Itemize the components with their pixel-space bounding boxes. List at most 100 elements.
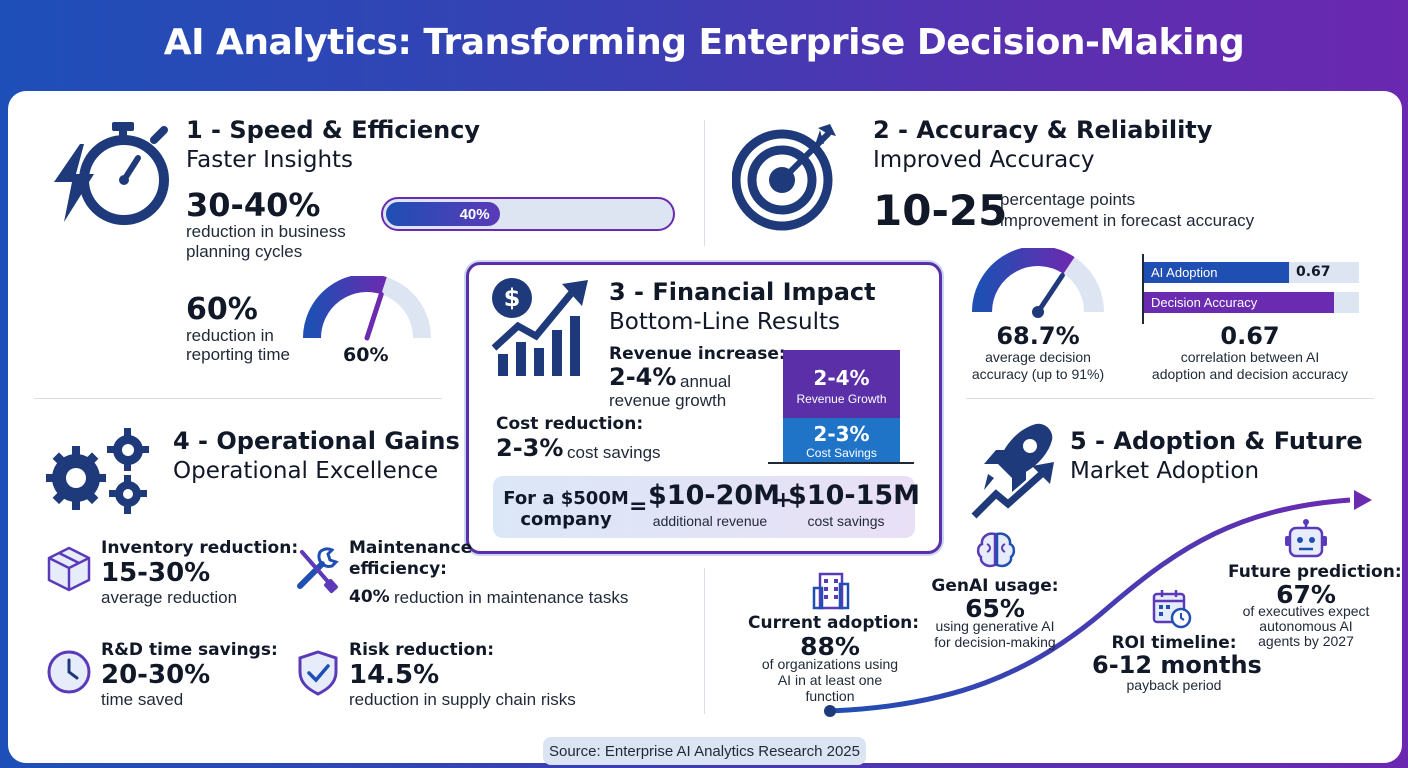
progress-bar: 40% [381, 197, 675, 231]
stat-reporting-desc-2: reporting time [186, 345, 290, 364]
current-adoption-desc-3: function [805, 688, 855, 704]
current-adoption-desc-1: of organizations using [761, 656, 899, 672]
section-5-title: 5 - Adoption & Future [1070, 427, 1363, 455]
stat-decision-desc-1: average decision [985, 349, 1091, 365]
equation-box [493, 476, 915, 538]
svg-text:$: $ [504, 284, 521, 312]
current-adoption-label: Current adoption: [748, 613, 920, 633]
genai-desc-2: for decision-making [934, 634, 1056, 650]
gears-icon [46, 428, 149, 514]
source-note: Source: Enterprise AI Analytics Research… [543, 737, 866, 765]
stat-planning-desc-2: planning cycles [186, 242, 303, 261]
calendar-clock-icon [1152, 590, 1192, 629]
equation-plus: + [774, 488, 793, 513]
divider-vertical-bottom [704, 568, 705, 714]
rocket-icon [971, 423, 1054, 519]
divider-vertical-top [704, 120, 705, 246]
bar-ai-adoption-label: AI Adoption [1151, 265, 1218, 280]
section-2-subtitle: Improved Accuracy [873, 147, 1095, 173]
future-stat: 67% [1276, 580, 1336, 609]
cost-reduction-label: Cost reduction: [496, 414, 644, 434]
revenue-increase-stat: 2-4% [609, 363, 677, 391]
bar-decision-accuracy-label: Decision Accuracy [1151, 295, 1258, 310]
future-desc-1: of executives expect [1242, 603, 1370, 619]
stat-correlation-desc-1: correlation between AI [1180, 349, 1320, 365]
adoption-curve [824, 490, 1372, 717]
risk-stat: 14.5% [349, 660, 440, 690]
equation-cost: $10-15M [788, 480, 921, 511]
revenue-increase-label: Revenue increase: [609, 344, 786, 364]
equation-revenue: $10-20M [648, 480, 781, 511]
risk-desc: reduction in supply chain risks [349, 690, 576, 709]
roi-label: ROI timeline: [1111, 633, 1237, 653]
maintenance-desc: reduction in maintenance tasks [394, 588, 629, 607]
current-adoption-desc-2: AI in at least one [777, 672, 883, 688]
wrench-screwdriver-icon [297, 547, 339, 593]
stat-reporting-desc-1: reduction in [186, 326, 274, 345]
stat-forecast-accuracy: 10-25 [873, 186, 1008, 235]
cost-reduction-stat: 2-3% [496, 434, 564, 462]
section-1-subtitle: Faster Insights [186, 147, 354, 173]
progress-bar-fill: 40% [386, 202, 500, 226]
equation-company-label-2: company [520, 509, 612, 530]
section-5-subtitle: Market Adoption [1070, 458, 1260, 484]
stat-forecast-desc-1: percentage points [1000, 190, 1136, 209]
future-label: Future prediction: [1228, 562, 1402, 582]
inventory-label: Inventory reduction: [101, 538, 299, 558]
maintenance-label-2: efficiency: [349, 559, 447, 579]
rd-desc: time saved [101, 690, 184, 709]
stack-box-cost: 2-3% Cost Savings [783, 418, 900, 462]
section-4-subtitle: Operational Excellence [173, 458, 439, 484]
future-desc-3: agents by 2027 [1258, 633, 1354, 649]
gauge-reporting [303, 276, 431, 341]
section-3-title: 3 - Financial Impact [609, 278, 876, 306]
brain-icon [976, 532, 1016, 568]
bar-axis [1142, 254, 1144, 324]
stat-forecast-desc-2: improvement in forecast accuracy [1000, 211, 1255, 230]
current-adoption-stat: 88% [800, 632, 860, 661]
risk-label: Risk reduction: [349, 640, 495, 660]
bar-decision-accuracy: Decision Accuracy [1144, 292, 1334, 313]
progress-bar-label: 40% [459, 205, 490, 223]
equation-cost-desc: cost savings [807, 513, 885, 529]
section-1-title: 1 - Speed & Efficiency [186, 116, 481, 144]
divider-horizontal-left [34, 398, 442, 399]
target-arrow-icon [732, 124, 836, 231]
inventory-stat: 15-30% [101, 558, 211, 588]
future-desc-2: autonomous AI [1259, 618, 1353, 634]
page-title: AI Analytics: Transforming Enterprise De… [163, 22, 1245, 63]
rd-stat: 20-30% [101, 660, 211, 690]
dollar-growth-chart-icon: $ [491, 278, 588, 376]
gauge-reporting-label: 60% [343, 344, 389, 366]
maintenance-label-1: Maintenance [349, 538, 473, 558]
roi-stat: 6-12 months [1092, 651, 1262, 679]
stack-box-revenue-stat: 2-4% [813, 366, 870, 390]
stat-decision-desc-2: accuracy (up to 91%) [971, 366, 1105, 382]
stack-box-cost-stat: 2-3% [813, 422, 870, 446]
stack-box-revenue-label: Revenue Growth [796, 392, 887, 406]
section-3-subtitle: Bottom-Line Results [609, 309, 840, 335]
stack-box-baseline [768, 462, 914, 464]
section-2-title: 2 - Accuracy & Reliability [873, 116, 1213, 144]
stat-correlation-desc-2: adoption and decision accuracy [1151, 366, 1349, 382]
genai-desc-1: using generative AI [935, 618, 1055, 634]
equation-equals: = [629, 494, 648, 519]
revenue-increase-desc-2: revenue growth [609, 391, 727, 410]
bar-ai-adoption: AI Adoption [1144, 262, 1289, 283]
stat-correlation: 0.67 [1220, 322, 1280, 350]
revenue-increase-desc-1: annual [680, 372, 732, 391]
stat-planning-desc-1: reduction in business [186, 222, 346, 241]
stack-box-cost-label: Cost Savings [806, 446, 877, 460]
genai-label: GenAI usage: [931, 576, 1059, 596]
stack-box-revenue: 2-4% Revenue Growth [783, 350, 900, 418]
clock-icon [47, 650, 91, 694]
stat-planning-cycles: 30-40% [186, 186, 321, 224]
shield-check-icon [298, 650, 338, 696]
gauge-decision-accuracy [972, 248, 1104, 318]
cost-reduction-desc: cost savings [567, 443, 661, 462]
divider-horizontal-right [966, 398, 1374, 399]
equation-revenue-desc: additional revenue [652, 513, 768, 529]
stat-decision-accuracy: 68.7% [996, 322, 1080, 350]
building-icon [812, 572, 850, 610]
inventory-desc: average reduction [101, 588, 238, 607]
